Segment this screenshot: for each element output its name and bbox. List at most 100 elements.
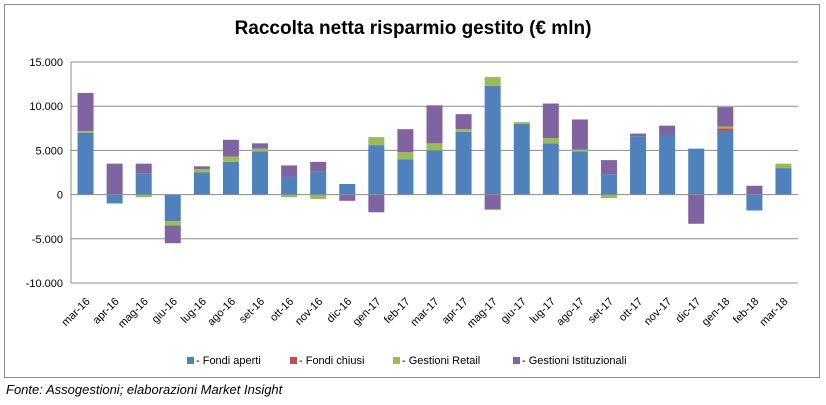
source-note: Fonte: Assogestioni; elaborazioni Market… bbox=[6, 382, 283, 397]
bar-segment bbox=[193, 172, 210, 195]
bar-segment bbox=[106, 194, 123, 204]
x-tick-label: ago-16 bbox=[205, 296, 238, 329]
bar-segment bbox=[513, 122, 530, 124]
legend-label: - Gestioni Retail bbox=[402, 355, 480, 367]
bar-segment bbox=[426, 105, 443, 144]
stacked-bar-chart: 15.00010.0005.0000-5.000-10.000mar-16apr… bbox=[26, 57, 798, 367]
y-tick-label: 10.000 bbox=[29, 101, 63, 113]
bar-segment bbox=[164, 225, 181, 244]
y-tick-label: -5.000 bbox=[32, 234, 63, 246]
legend-label: - Gestioni Istituzionali bbox=[522, 355, 627, 367]
bar-segment bbox=[630, 136, 647, 195]
bar-segment bbox=[717, 130, 734, 195]
x-tick-label: ago-17 bbox=[554, 296, 587, 329]
bar-segment bbox=[135, 163, 152, 174]
bar-segment bbox=[600, 194, 617, 199]
x-tick-label: gen-18 bbox=[700, 296, 733, 329]
x-tick-label: mag-16 bbox=[116, 296, 151, 331]
legend-label: - Fondi aperti bbox=[196, 355, 261, 367]
legend-swatch bbox=[290, 357, 297, 364]
bar-segment bbox=[193, 166, 210, 169]
bar-segment bbox=[310, 161, 327, 172]
legend: - Fondi aperti - Fondi chiusi - Gestioni… bbox=[187, 355, 627, 367]
x-tick-label: lug-17 bbox=[528, 296, 558, 326]
x-tick-label: mar-18 bbox=[757, 296, 790, 329]
bar-segment bbox=[455, 131, 472, 195]
bar-segment bbox=[688, 194, 705, 224]
bar-segment bbox=[600, 160, 617, 175]
y-tick-label: 0 bbox=[57, 190, 63, 202]
bar-segment bbox=[484, 77, 501, 86]
bar-segment bbox=[106, 163, 123, 195]
bar-segment bbox=[339, 194, 356, 201]
bar-segment bbox=[542, 138, 559, 144]
bar-segment bbox=[164, 221, 181, 226]
x-tick-label: nov-17 bbox=[642, 296, 674, 328]
legend-swatch bbox=[393, 357, 400, 364]
x-tick-label: dic-16 bbox=[325, 296, 355, 326]
bar-segment bbox=[484, 85, 501, 195]
bar-segment bbox=[368, 194, 385, 213]
bar-segment bbox=[77, 130, 94, 133]
bar-segment bbox=[542, 103, 559, 139]
x-tick-label: mag-17 bbox=[465, 296, 500, 331]
bar-segment bbox=[571, 151, 588, 195]
bar-segment bbox=[630, 133, 647, 137]
x-tick-label: nov-16 bbox=[293, 296, 325, 328]
bar-segment bbox=[571, 119, 588, 150]
bar-segment bbox=[222, 161, 239, 195]
bars bbox=[77, 77, 792, 244]
bar-segment bbox=[222, 156, 239, 162]
x-tick-label: feb-17 bbox=[382, 296, 413, 327]
bar-segment bbox=[688, 148, 705, 195]
bar-segment bbox=[135, 173, 152, 195]
bar-segment bbox=[397, 159, 414, 195]
bar-segment bbox=[775, 168, 792, 195]
bar-segment bbox=[252, 143, 269, 149]
chart-title: Raccolta netta risparmio gestito (€ mln) bbox=[234, 18, 592, 39]
bar-segment bbox=[281, 176, 298, 195]
bar-segment bbox=[455, 129, 472, 132]
bar-segment bbox=[746, 194, 763, 211]
bar-segment bbox=[397, 152, 414, 160]
y-tick-label: 5.000 bbox=[35, 145, 63, 157]
bar-segment bbox=[77, 132, 94, 195]
bar-segment bbox=[281, 194, 298, 198]
legend-swatch bbox=[513, 357, 520, 364]
bar-segment bbox=[135, 194, 152, 198]
bar-segment bbox=[455, 114, 472, 130]
bar-segment bbox=[513, 123, 530, 195]
bar-segment bbox=[397, 129, 414, 153]
x-tick-label: giu-16 bbox=[150, 296, 180, 326]
bar-segment bbox=[426, 150, 443, 195]
bar-segment bbox=[281, 165, 298, 177]
bar-segment bbox=[339, 183, 356, 195]
bar-segment bbox=[717, 128, 734, 131]
bar-segment bbox=[571, 149, 588, 152]
y-tick-label: 15.000 bbox=[29, 57, 63, 69]
bar-segment bbox=[426, 143, 443, 151]
bar-segment bbox=[542, 143, 559, 195]
x-tick-label: mar-16 bbox=[60, 296, 93, 329]
x-tick-label: gen-17 bbox=[351, 296, 384, 329]
bar-segment bbox=[717, 107, 734, 127]
bar-segment bbox=[600, 174, 617, 195]
bar-segment bbox=[659, 125, 676, 135]
y-tick-label: -10.000 bbox=[26, 278, 63, 290]
x-tick-label: feb-18 bbox=[731, 296, 762, 327]
x-tick-label: set-17 bbox=[586, 296, 616, 326]
x-tick-label: lug-16 bbox=[179, 296, 209, 326]
bar-segment bbox=[717, 126, 734, 129]
legend-label: - Fondi chiusi bbox=[299, 355, 364, 367]
x-tick-label: mar-17 bbox=[408, 296, 441, 329]
bar-segment bbox=[193, 168, 210, 173]
bar-segment bbox=[310, 194, 327, 200]
bar-segment bbox=[659, 134, 676, 195]
legend-swatch bbox=[187, 357, 194, 364]
x-tick-label: set-16 bbox=[237, 296, 267, 326]
bar-segment bbox=[368, 145, 385, 195]
bar-segment bbox=[746, 185, 763, 195]
bar-segment bbox=[252, 148, 269, 152]
bar-segment bbox=[484, 194, 501, 210]
bar-segment bbox=[77, 92, 94, 131]
